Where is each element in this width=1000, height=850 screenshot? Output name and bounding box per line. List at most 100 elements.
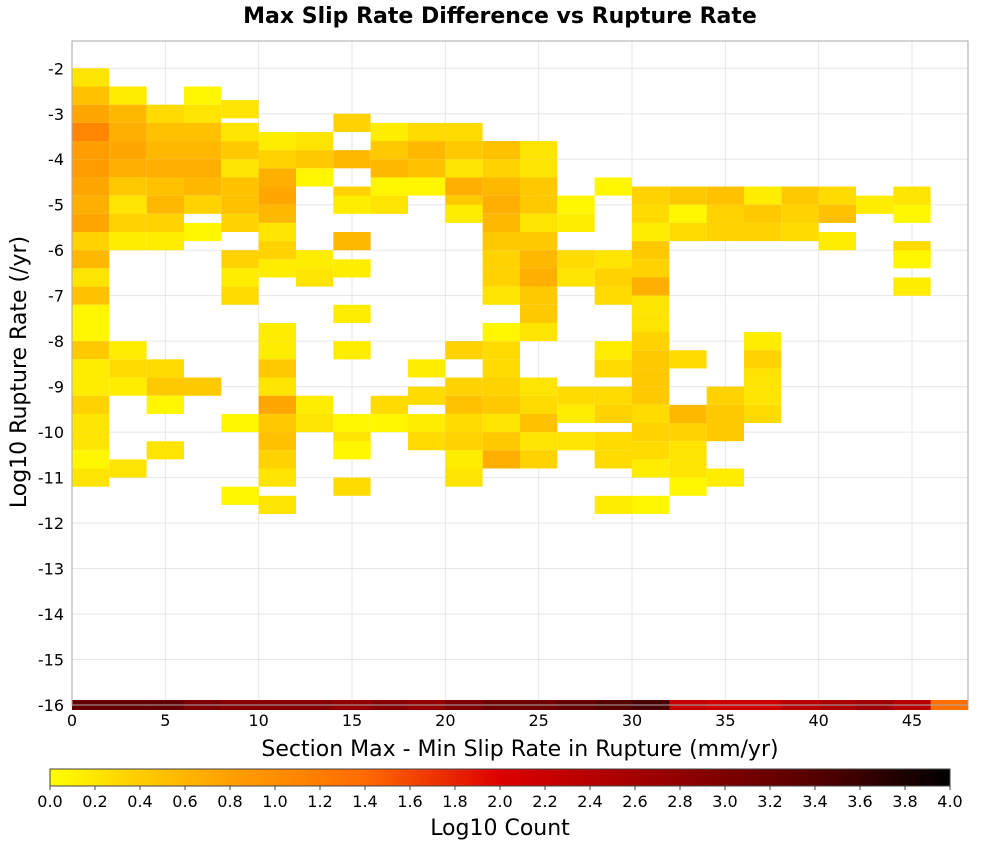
heatmap-cell	[594, 432, 632, 451]
heatmap-cell	[258, 359, 296, 378]
heatmap-cell	[669, 350, 707, 369]
heatmap-cell	[333, 477, 371, 496]
heatmap-cell	[221, 141, 259, 160]
heatmap-cell	[482, 250, 520, 269]
heatmap-cell	[408, 413, 446, 433]
heatmap-cell	[445, 341, 483, 360]
x-tick-label: 25	[528, 711, 548, 730]
heatmap-cell	[370, 159, 408, 178]
heatmap-cell	[520, 304, 558, 323]
heatmap-cell	[557, 404, 595, 424]
heatmap-cell	[744, 386, 782, 405]
colorbar-tick-label: 1.2	[307, 792, 332, 811]
heatmap-cell	[520, 377, 558, 396]
heatmap-cell	[184, 177, 222, 196]
colorbar-tick-label: 2.6	[622, 792, 647, 811]
colorbar-tick-label: 3.8	[892, 792, 917, 811]
heatmap-cell	[221, 195, 259, 214]
heatmap-cell	[296, 131, 334, 151]
heatmap-cell	[72, 413, 110, 433]
heatmap-cell	[109, 104, 147, 123]
heatmap-cell	[744, 332, 782, 351]
x-tick-label: 5	[160, 711, 170, 730]
heatmap-cell	[557, 213, 595, 233]
heatmap-cell	[258, 468, 296, 487]
heatmap-cell	[445, 432, 483, 451]
heatmap-cell	[520, 159, 558, 178]
heatmap-cell	[632, 368, 670, 387]
heatmap-cell	[146, 159, 184, 178]
heatmap-cell	[258, 432, 296, 451]
heatmap-cell	[72, 159, 110, 178]
y-tick-label: -10	[38, 423, 64, 442]
heatmap-cell	[594, 404, 632, 424]
heatmap-cell	[482, 413, 520, 433]
heatmap-cell	[632, 204, 670, 223]
heatmap-cell	[594, 341, 632, 360]
heatmap-cell	[445, 141, 483, 160]
heatmap-cell	[72, 104, 110, 123]
heatmap-cell	[333, 441, 371, 460]
heatmap-cell	[669, 423, 707, 442]
heatmap-cell	[146, 232, 184, 251]
heatmap-cell	[72, 268, 110, 287]
heatmap-cell	[408, 177, 446, 196]
heatmap-cell	[632, 459, 670, 478]
x-tick-label: 45	[902, 711, 922, 730]
heatmap-cell	[221, 250, 259, 269]
heatmap-cell	[72, 322, 110, 342]
heatmap-cell	[258, 322, 296, 342]
heatmap-cell	[482, 359, 520, 378]
heatmap-cell	[72, 86, 110, 105]
heatmap-cell	[482, 177, 520, 196]
heatmap-cell	[333, 304, 371, 323]
heatmap-cell	[482, 268, 520, 287]
heatmap-cell	[520, 395, 558, 414]
heatmap-cell	[632, 332, 670, 351]
colorbar-tick-label: 0.6	[172, 792, 197, 811]
heatmap-cell	[856, 195, 894, 214]
heatmap-cell	[594, 250, 632, 269]
heatmap-cell	[72, 359, 110, 378]
heatmap-cell	[146, 104, 184, 123]
heatmap-cell	[557, 386, 595, 405]
heatmap-cell	[744, 404, 782, 424]
heatmap-cell	[744, 204, 782, 223]
heatmap-cell	[520, 268, 558, 287]
heatmap-cell	[408, 159, 446, 178]
heatmap-cell	[818, 204, 856, 223]
heatmap-cell	[221, 122, 259, 142]
heatmap-cell	[482, 341, 520, 360]
heatmap-cell	[184, 159, 222, 178]
heatmap-cell	[258, 450, 296, 469]
x-tick-label: 30	[622, 711, 642, 730]
heatmap-cell	[706, 468, 744, 487]
heatmap-cell	[72, 341, 110, 360]
heatmap-cell	[221, 100, 259, 119]
heatmap-cell	[146, 195, 184, 214]
heatmap-cell	[706, 222, 744, 242]
heatmap-cell	[109, 122, 147, 142]
colorbar-tick-label: 3.6	[847, 792, 872, 811]
heatmap-cell	[744, 222, 782, 242]
heatmap-cell	[408, 359, 446, 378]
colorbar-tick-label: 3.4	[802, 792, 827, 811]
heatmap-cell	[744, 368, 782, 387]
heatmap-cell	[109, 86, 147, 105]
heatmap-cell	[72, 232, 110, 251]
heatmap-cell	[781, 186, 819, 205]
colorbar-tick-label: 3.0	[712, 792, 737, 811]
heatmap-cell	[109, 195, 147, 214]
heatmap-cell	[146, 359, 184, 378]
heatmap-cell	[258, 377, 296, 396]
y-tick-label: -2	[48, 59, 64, 78]
x-tick-label: 40	[808, 711, 828, 730]
heatmap-cell	[706, 204, 744, 223]
heatmap-cell	[333, 195, 371, 214]
heatmap-cell	[445, 468, 483, 487]
heatmap-cell	[72, 68, 110, 87]
heatmap-cell	[482, 159, 520, 178]
heatmap-cell	[445, 413, 483, 433]
heatmap-cell	[72, 141, 110, 160]
heatmap-cell	[184, 195, 222, 214]
